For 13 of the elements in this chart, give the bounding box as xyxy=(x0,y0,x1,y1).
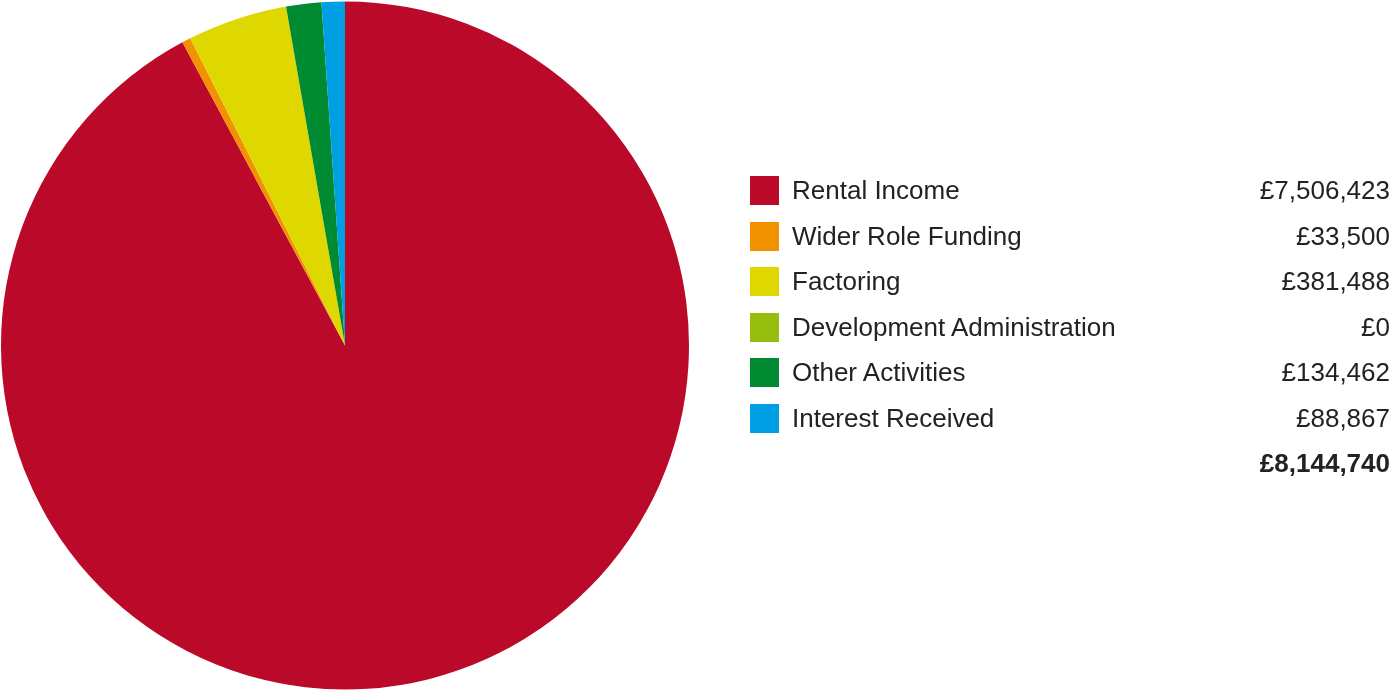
legend-label: Wider Role Funding xyxy=(792,220,1023,252)
legend-label: Factoring xyxy=(792,266,902,298)
text: £8,144,740 xyxy=(1259,448,1390,478)
data-label: £381,488 xyxy=(1281,266,1390,298)
legend-label: Development Administration xyxy=(792,311,1117,343)
legend-label: Other Activities xyxy=(792,357,967,389)
data-label: £7,506,423 xyxy=(1259,175,1390,207)
text: £0 xyxy=(1361,311,1390,342)
data-label: £134,462 xyxy=(1281,357,1390,389)
legend-label: Rental Income xyxy=(792,175,961,207)
data-label: £33,500 xyxy=(1296,220,1390,252)
data-label: £88,867 xyxy=(1296,402,1390,434)
legend-label: Interest Received xyxy=(792,402,996,434)
